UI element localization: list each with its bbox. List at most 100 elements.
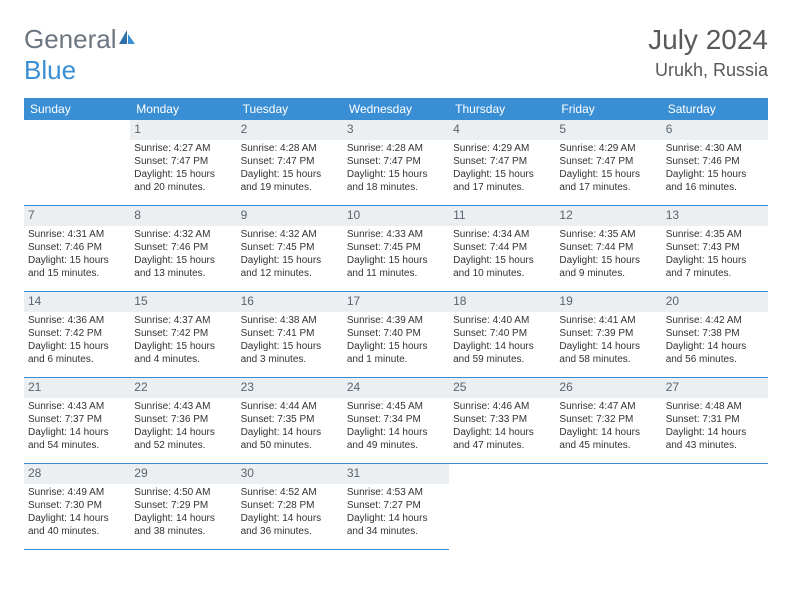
- calendar-week-row: 1Sunrise: 4:27 AMSunset: 7:47 PMDaylight…: [24, 120, 768, 206]
- calendar-cell: 28Sunrise: 4:49 AMSunset: 7:30 PMDayligh…: [24, 464, 130, 550]
- sunrise-line: Sunrise: 4:34 AM: [453, 228, 551, 241]
- calendar-cell: 20Sunrise: 4:42 AMSunset: 7:38 PMDayligh…: [662, 292, 768, 378]
- daylight-line: Daylight: 14 hours and 50 minutes.: [241, 426, 339, 452]
- weekday-header: Tuesday: [237, 98, 343, 120]
- sunset-line: Sunset: 7:47 PM: [453, 155, 551, 168]
- calendar-cell: 9Sunrise: 4:32 AMSunset: 7:45 PMDaylight…: [237, 206, 343, 292]
- daylight-line: Daylight: 14 hours and 54 minutes.: [28, 426, 126, 452]
- day-number: 1: [130, 120, 236, 140]
- cell-body: Sunrise: 4:53 AMSunset: 7:27 PMDaylight:…: [343, 484, 449, 542]
- weekday-header: Monday: [130, 98, 236, 120]
- daylight-line: Daylight: 14 hours and 38 minutes.: [134, 512, 232, 538]
- cell-body: Sunrise: 4:43 AMSunset: 7:36 PMDaylight:…: [130, 398, 236, 456]
- calendar-cell: 16Sunrise: 4:38 AMSunset: 7:41 PMDayligh…: [237, 292, 343, 378]
- calendar-cell: 12Sunrise: 4:35 AMSunset: 7:44 PMDayligh…: [555, 206, 661, 292]
- header-right: July 2024 Urukh, Russia: [648, 24, 768, 81]
- sunset-line: Sunset: 7:40 PM: [347, 327, 445, 340]
- calendar-cell: 14 Sunrise: 4:36 AMSunset: 7:42 PMDayligh…: [24, 292, 130, 378]
- weekday-header: Friday: [555, 98, 661, 120]
- sunset-line: Sunset: 7:34 PM: [347, 413, 445, 426]
- sunrise-line: Sunrise: 4:33 AM: [347, 228, 445, 241]
- sunset-line: Sunset: 7:32 PM: [559, 413, 657, 426]
- daylight-line: Daylight: 15 hours and 15 minutes.: [28, 254, 126, 280]
- day-number: 30: [237, 464, 343, 484]
- sunrise-line: Sunrise: 4:43 AM: [134, 400, 232, 413]
- calendar-week-row: 21Sunrise: 4:43 AMSunset: 7:37 PMDayligh…: [24, 378, 768, 464]
- cell-body: Sunrise: 4:46 AMSunset: 7:33 PMDaylight:…: [449, 398, 555, 456]
- calendar-cell: 8Sunrise: 4:32 AMSunset: 7:46 PMDaylight…: [130, 206, 236, 292]
- cell-body: Sunrise: 4:34 AMSunset: 7:44 PMDaylight:…: [449, 226, 555, 284]
- sunrise-line: Sunrise: 4:36 AM: [28, 314, 126, 327]
- calendar-cell: 31Sunrise: 4:53 AMSunset: 7:27 PMDayligh…: [343, 464, 449, 550]
- daylight-line: Daylight: 15 hours and 11 minutes.: [347, 254, 445, 280]
- daylight-line: Daylight: 14 hours and 43 minutes.: [666, 426, 764, 452]
- sunset-line: Sunset: 7:42 PM: [28, 327, 126, 340]
- location: Urukh, Russia: [648, 60, 768, 81]
- sunset-line: Sunset: 7:27 PM: [347, 499, 445, 512]
- day-number: 18: [449, 292, 555, 312]
- sunset-line: Sunset: 7:44 PM: [453, 241, 551, 254]
- daylight-line: Daylight: 15 hours and 17 minutes.: [559, 168, 657, 194]
- day-number: 12: [555, 206, 661, 226]
- cell-body: Sunrise: 4:50 AMSunset: 7:29 PMDaylight:…: [130, 484, 236, 542]
- day-number: 7: [24, 206, 130, 226]
- sunset-line: Sunset: 7:45 PM: [241, 241, 339, 254]
- sunrise-line: Sunrise: 4:48 AM: [666, 400, 764, 413]
- cell-body: Sunrise: 4:28 AMSunset: 7:47 PMDaylight:…: [343, 140, 449, 198]
- logo-part1: General: [24, 24, 117, 54]
- cell-body: Sunrise: 4:43 AMSunset: 7:37 PMDaylight:…: [24, 398, 130, 456]
- calendar-table: SundayMondayTuesdayWednesdayThursdayFrid…: [24, 98, 768, 550]
- sunrise-line: Sunrise: 4:35 AM: [559, 228, 657, 241]
- cell-body: Sunrise: 4:39 AMSunset: 7:40 PMDaylight:…: [343, 312, 449, 370]
- calendar-cell: 13Sunrise: 4:35 AMSunset: 7:43 PMDayligh…: [662, 206, 768, 292]
- day-number: 8: [130, 206, 236, 226]
- cell-body: Sunrise: 4:38 AMSunset: 7:41 PMDaylight:…: [237, 312, 343, 370]
- calendar-cell: [24, 120, 130, 206]
- calendar-cell: [662, 464, 768, 550]
- sunset-line: Sunset: 7:38 PM: [666, 327, 764, 340]
- daylight-line: Daylight: 14 hours and 52 minutes.: [134, 426, 232, 452]
- daylight-line: Daylight: 15 hours and 12 minutes.: [241, 254, 339, 280]
- cell-body: Sunrise: 4:32 AMSunset: 7:46 PMDaylight:…: [130, 226, 236, 284]
- cell-body: Sunrise: 4:37 AMSunset: 7:42 PMDaylight:…: [130, 312, 236, 370]
- calendar-cell: 17Sunrise: 4:39 AMSunset: 7:40 PMDayligh…: [343, 292, 449, 378]
- weekday-header: Wednesday: [343, 98, 449, 120]
- day-number: 9: [237, 206, 343, 226]
- day-number: 24: [343, 378, 449, 398]
- sunset-line: Sunset: 7:30 PM: [28, 499, 126, 512]
- daylight-line: Daylight: 14 hours and 36 minutes.: [241, 512, 339, 538]
- calendar-cell: [449, 464, 555, 550]
- logo-part2: Blue: [24, 55, 76, 85]
- cell-body: Sunrise: 4:30 AMSunset: 7:46 PMDaylight:…: [662, 140, 768, 198]
- calendar-cell: 22Sunrise: 4:43 AMSunset: 7:36 PMDayligh…: [130, 378, 236, 464]
- calendar-week-row: 28Sunrise: 4:49 AMSunset: 7:30 PMDayligh…: [24, 464, 768, 550]
- sunrise-line: Sunrise: 4:52 AM: [241, 486, 339, 499]
- day-number: 23: [237, 378, 343, 398]
- cell-body: Sunrise: 4:45 AMSunset: 7:34 PMDaylight:…: [343, 398, 449, 456]
- sunrise-line: Sunrise: 4:37 AM: [134, 314, 232, 327]
- day-number: 22: [130, 378, 236, 398]
- calendar-cell: 21Sunrise: 4:43 AMSunset: 7:37 PMDayligh…: [24, 378, 130, 464]
- calendar-cell: 5Sunrise: 4:29 AMSunset: 7:47 PMDaylight…: [555, 120, 661, 206]
- cell-body: Sunrise: 4:42 AMSunset: 7:38 PMDaylight:…: [662, 312, 768, 370]
- calendar-cell: 7Sunrise: 4:31 AMSunset: 7:46 PMDaylight…: [24, 206, 130, 292]
- sunrise-line: Sunrise: 4:29 AM: [453, 142, 551, 155]
- calendar-cell: 15Sunrise: 4:37 AMSunset: 7:42 PMDayligh…: [130, 292, 236, 378]
- daylight-line: Daylight: 15 hours and 19 minutes.: [241, 168, 339, 194]
- cell-body: Sunrise: 4:29 AMSunset: 7:47 PMDaylight:…: [449, 140, 555, 198]
- daylight-line: Daylight: 15 hours and 18 minutes.: [347, 168, 445, 194]
- sunrise-line: Sunrise: 4:40 AM: [453, 314, 551, 327]
- day-number: 31: [343, 464, 449, 484]
- cell-body: Sunrise: 4:32 AMSunset: 7:45 PMDaylight:…: [237, 226, 343, 284]
- daylight-line: Daylight: 15 hours and 1 minute.: [347, 340, 445, 366]
- day-number: 20: [662, 292, 768, 312]
- day-number: 13: [662, 206, 768, 226]
- cell-body: Sunrise: 4:35 AMSunset: 7:43 PMDaylight:…: [662, 226, 768, 284]
- day-number: 29: [130, 464, 236, 484]
- cell-body: Sunrise: 4:40 AMSunset: 7:40 PMDaylight:…: [449, 312, 555, 370]
- calendar-cell: 1Sunrise: 4:27 AMSunset: 7:47 PMDaylight…: [130, 120, 236, 206]
- day-number: 14: [24, 292, 130, 312]
- day-number: 2: [237, 120, 343, 140]
- daylight-line: Daylight: 15 hours and 6 minutes.: [28, 340, 126, 366]
- sunset-line: Sunset: 7:33 PM: [453, 413, 551, 426]
